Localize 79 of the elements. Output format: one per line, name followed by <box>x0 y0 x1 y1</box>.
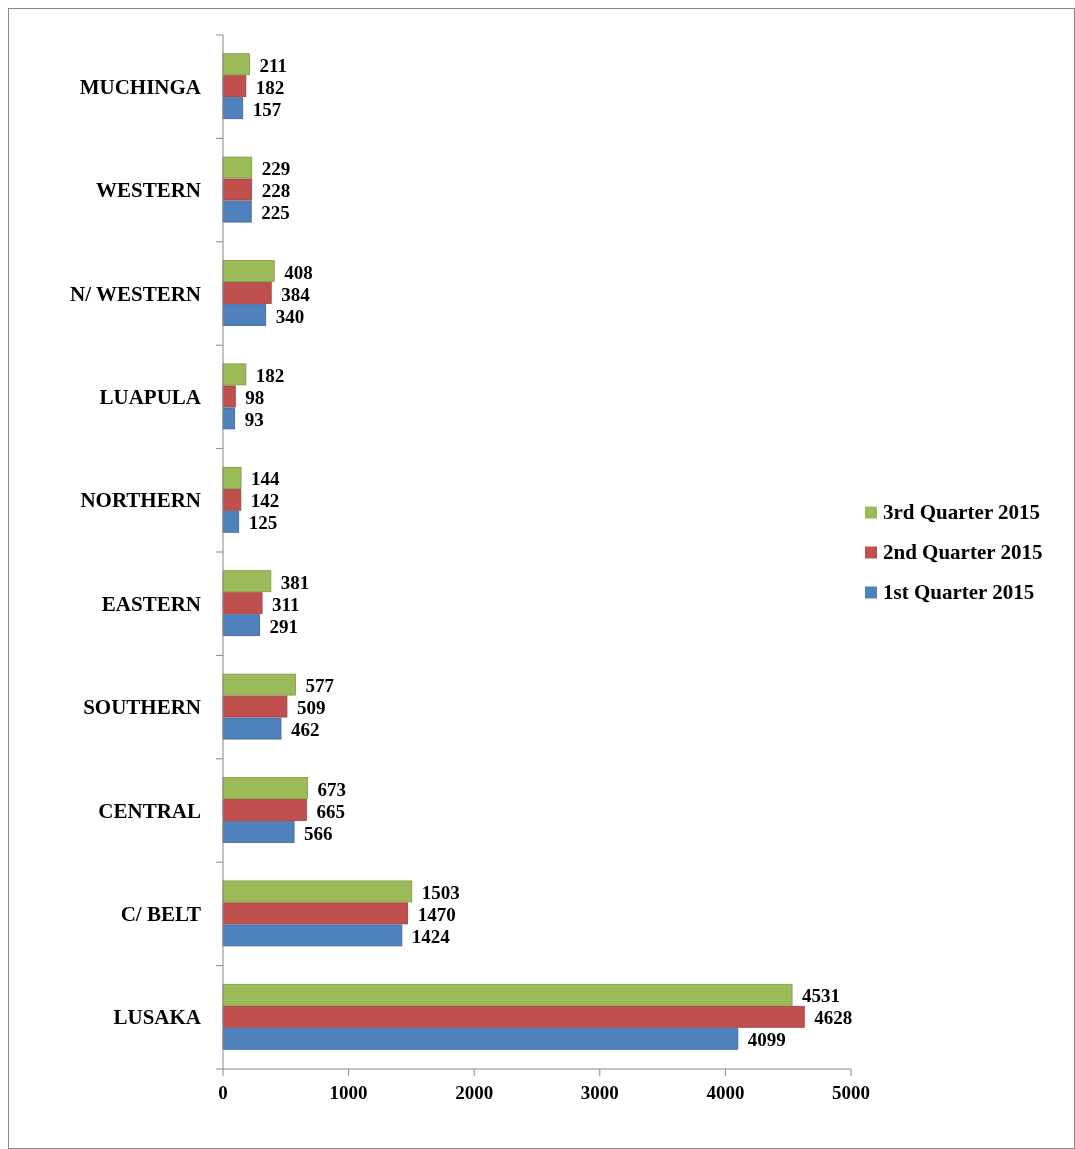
y-tick-label: WESTERN <box>95 178 201 203</box>
bar <box>222 407 236 430</box>
bar <box>222 673 296 696</box>
bar <box>222 75 247 98</box>
bar <box>222 821 295 843</box>
data-label: 665 <box>316 800 346 822</box>
y-tick-label: LUAPULA <box>99 384 202 409</box>
data-label: 142 <box>250 490 280 512</box>
bar <box>222 510 240 533</box>
bar <box>222 717 282 740</box>
data-label: 157 <box>252 98 282 120</box>
x-tick-label: 0 <box>218 1082 228 1103</box>
bar <box>222 924 403 947</box>
data-label: 291 <box>269 615 299 637</box>
bar <box>222 385 236 408</box>
bar <box>222 592 263 615</box>
data-label: 93 <box>244 408 264 430</box>
data-label: 225 <box>261 202 290 224</box>
data-label: 182 <box>255 76 285 98</box>
bar <box>222 304 267 326</box>
y-tick-label: C/ BELT <box>120 901 201 926</box>
bar <box>222 53 250 76</box>
bar <box>222 488 242 511</box>
bar <box>222 614 260 637</box>
bar <box>222 1005 805 1028</box>
bar <box>222 260 275 282</box>
bar <box>222 1027 739 1050</box>
y-tick-label: SOUTHERN <box>83 695 201 720</box>
data-label: 381 <box>280 571 310 593</box>
data-label: 182 <box>255 364 285 386</box>
x-tick-label: 5000 <box>832 1082 870 1103</box>
bar <box>222 799 307 821</box>
data-label: 340 <box>275 305 305 327</box>
data-label: 98 <box>245 386 265 408</box>
y-tick-label: NORTHERN <box>80 488 201 513</box>
data-label: 4099 <box>747 1029 786 1051</box>
legend-label: 1st Quarter 2015 <box>883 579 1035 604</box>
data-label: 125 <box>248 512 278 534</box>
bar <box>222 777 308 799</box>
bar <box>222 156 253 179</box>
data-label: 1503 <box>421 881 460 903</box>
y-tick-label: CENTRAL <box>98 798 201 823</box>
data-label: 1470 <box>417 903 456 925</box>
bar <box>222 902 409 925</box>
bar <box>222 983 793 1006</box>
data-label: 673 <box>317 778 347 800</box>
bar <box>222 178 253 201</box>
y-tick-label: LUSAKA <box>113 1005 202 1030</box>
bar <box>222 200 252 223</box>
data-label: 4628 <box>814 1007 853 1029</box>
data-label: 577 <box>305 675 335 697</box>
bar <box>222 282 272 304</box>
x-tick-label: 1000 <box>329 1082 368 1103</box>
data-label: 144 <box>251 468 281 490</box>
legend-label: 3rd Quarter 2015 <box>883 499 1041 524</box>
data-label: 4531 <box>802 985 841 1007</box>
data-label: 1424 <box>411 925 451 947</box>
bar <box>222 570 272 593</box>
bar <box>222 363 247 386</box>
data-label: 229 <box>261 158 291 180</box>
y-tick-label: MUCHINGA <box>79 74 202 99</box>
data-label: 228 <box>261 180 291 202</box>
bar <box>222 97 244 120</box>
data-label: 408 <box>284 261 313 283</box>
y-tick-label: N/ WESTERN <box>70 281 201 306</box>
bar <box>222 880 413 903</box>
data-label: 566 <box>304 822 333 844</box>
bar <box>222 695 288 718</box>
data-label: 211 <box>259 54 287 76</box>
legend-label: 2nd Quarter 2015 <box>883 539 1043 564</box>
x-tick-label: 2000 <box>455 1082 494 1103</box>
data-label: 462 <box>291 719 320 741</box>
bar <box>222 466 242 489</box>
data-label: 311 <box>272 593 300 615</box>
data-label: 509 <box>296 697 326 719</box>
data-label: 384 <box>281 283 311 305</box>
y-tick-label: EASTERN <box>101 591 201 616</box>
x-tick-label: 4000 <box>706 1082 745 1103</box>
x-tick-label: 3000 <box>580 1082 619 1103</box>
